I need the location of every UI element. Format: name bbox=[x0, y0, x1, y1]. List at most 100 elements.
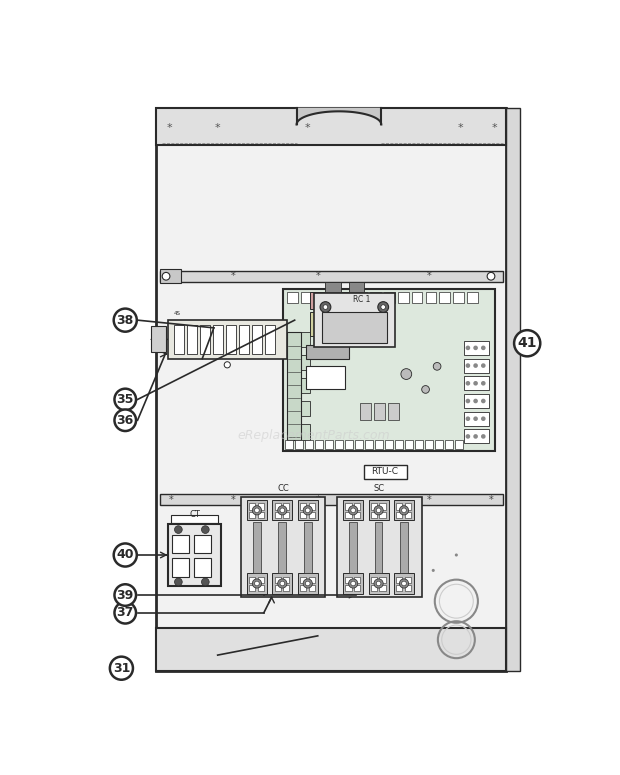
Text: 39: 39 bbox=[117, 588, 134, 601]
Bar bbox=[395, 439, 403, 449]
Text: RC 1: RC 1 bbox=[353, 294, 371, 304]
Bar bbox=[294, 439, 303, 449]
Bar bbox=[156, 109, 507, 670]
Circle shape bbox=[402, 508, 406, 512]
Bar bbox=[354, 577, 360, 583]
Circle shape bbox=[473, 398, 478, 403]
Bar bbox=[298, 501, 317, 520]
Circle shape bbox=[466, 381, 470, 386]
Bar bbox=[333, 312, 350, 336]
Circle shape bbox=[481, 363, 485, 368]
Text: SC: SC bbox=[374, 484, 385, 492]
Bar bbox=[379, 504, 386, 510]
Bar bbox=[172, 515, 218, 522]
Bar bbox=[300, 577, 306, 583]
Bar bbox=[394, 574, 414, 594]
Bar bbox=[258, 577, 264, 583]
Bar bbox=[374, 522, 383, 573]
Bar bbox=[374, 439, 383, 449]
Bar bbox=[309, 504, 315, 510]
Bar bbox=[285, 439, 293, 449]
Bar bbox=[275, 512, 281, 518]
Text: *: * bbox=[169, 494, 174, 505]
Bar bbox=[287, 378, 310, 393]
Bar bbox=[388, 403, 399, 420]
Bar bbox=[329, 292, 339, 303]
Bar bbox=[213, 325, 223, 354]
Bar bbox=[172, 535, 189, 553]
Bar bbox=[194, 535, 211, 553]
Text: *: * bbox=[169, 271, 174, 281]
Bar bbox=[464, 429, 489, 443]
Circle shape bbox=[348, 506, 358, 515]
Bar bbox=[309, 577, 315, 583]
Bar bbox=[247, 501, 267, 520]
Bar bbox=[371, 577, 377, 583]
Bar bbox=[396, 585, 402, 591]
Bar bbox=[464, 341, 489, 355]
Bar bbox=[275, 577, 281, 583]
Circle shape bbox=[466, 363, 470, 368]
Bar bbox=[249, 512, 255, 518]
Circle shape bbox=[175, 525, 182, 533]
Circle shape bbox=[280, 508, 285, 512]
Bar bbox=[354, 504, 360, 510]
Text: 38: 38 bbox=[117, 314, 134, 326]
Bar bbox=[333, 291, 350, 308]
Bar bbox=[374, 403, 385, 420]
Text: *: * bbox=[167, 123, 173, 133]
Circle shape bbox=[481, 434, 485, 439]
Text: *: * bbox=[316, 271, 320, 281]
Bar bbox=[455, 439, 463, 449]
Bar bbox=[287, 401, 310, 416]
Bar bbox=[348, 282, 364, 291]
Text: RTU-C: RTU-C bbox=[371, 467, 399, 477]
Bar bbox=[239, 325, 249, 354]
Bar bbox=[287, 355, 310, 370]
Bar bbox=[445, 439, 453, 449]
Text: *: * bbox=[427, 271, 432, 281]
Bar bbox=[355, 439, 363, 449]
Circle shape bbox=[323, 305, 328, 309]
Bar bbox=[287, 424, 310, 439]
Text: eReplacementParts.com: eReplacementParts.com bbox=[237, 429, 390, 443]
Bar bbox=[371, 512, 377, 518]
Bar bbox=[304, 439, 313, 449]
Circle shape bbox=[320, 301, 331, 312]
Circle shape bbox=[376, 508, 381, 512]
Bar bbox=[275, 585, 281, 591]
Bar bbox=[396, 504, 402, 510]
Bar bbox=[226, 325, 236, 354]
Bar bbox=[384, 292, 395, 303]
Bar bbox=[275, 504, 281, 510]
Bar bbox=[283, 289, 495, 451]
Circle shape bbox=[351, 508, 355, 512]
Bar bbox=[310, 291, 327, 308]
Bar bbox=[187, 325, 197, 354]
Bar bbox=[301, 292, 312, 303]
Bar bbox=[360, 403, 371, 420]
Circle shape bbox=[399, 579, 409, 588]
Bar bbox=[247, 574, 267, 594]
Bar bbox=[283, 577, 290, 583]
Bar bbox=[265, 325, 275, 354]
Circle shape bbox=[473, 416, 478, 421]
Bar bbox=[464, 394, 489, 408]
Bar bbox=[249, 504, 255, 510]
Bar bbox=[283, 504, 290, 510]
Bar bbox=[356, 292, 367, 303]
Bar bbox=[405, 577, 411, 583]
Text: *: * bbox=[231, 271, 236, 281]
Text: 36: 36 bbox=[117, 414, 134, 427]
Circle shape bbox=[115, 409, 136, 431]
Bar bbox=[160, 271, 503, 281]
Bar bbox=[385, 439, 393, 449]
Bar bbox=[345, 512, 352, 518]
Circle shape bbox=[399, 506, 409, 515]
Bar bbox=[396, 577, 402, 583]
Circle shape bbox=[402, 581, 406, 586]
Bar bbox=[354, 585, 360, 591]
Text: *: * bbox=[427, 494, 432, 505]
Bar bbox=[345, 577, 352, 583]
Bar bbox=[249, 585, 255, 591]
